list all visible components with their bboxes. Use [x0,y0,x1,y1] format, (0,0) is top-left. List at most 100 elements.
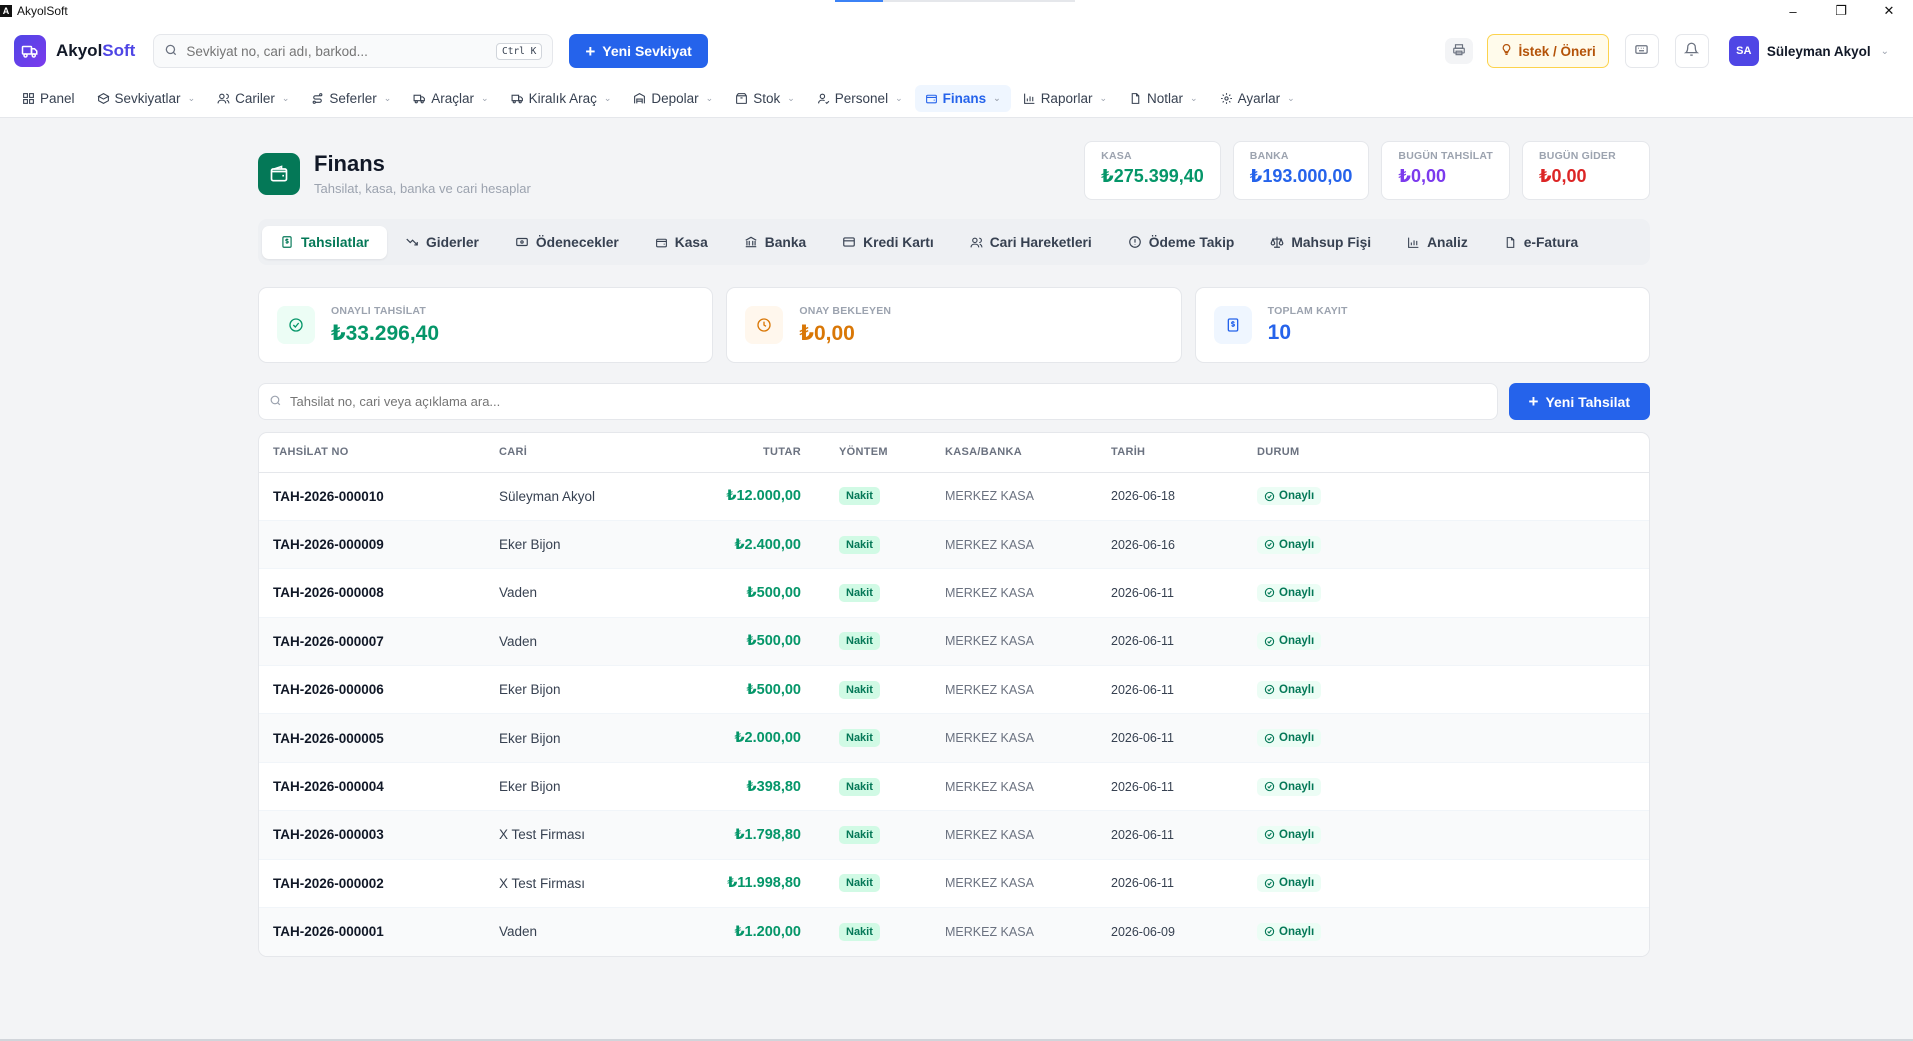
tab-tahsilatlar[interactable]: Tahsilatlar [262,225,387,259]
date: 2026-06-11 [1097,665,1243,715]
nav-item-cariler[interactable]: Cariler ⌄ [207,85,299,112]
tab-kasa[interactable]: Kasa [637,226,726,259]
tab-kredi-karti[interactable]: Kredi Kartı [824,226,952,259]
collection-search[interactable] [258,383,1498,420]
suggestion-button[interactable]: İstek / Öneri [1486,34,1609,68]
collection-no[interactable]: TAH-2026-000003 [259,810,485,860]
printer-button[interactable] [1444,38,1473,64]
collection-no[interactable]: TAH-2026-000007 [259,617,485,667]
tab-odenecekler[interactable]: Ödenecekler [497,226,637,259]
minimize-button[interactable]: – [1789,3,1797,19]
nav-item-ayarlar[interactable]: Ayarlar ⌄ [1210,85,1305,112]
column-header[interactable]: KASA/BANKA [931,433,1097,473]
customer-name: Vaden [485,617,665,667]
nav-item-seferler[interactable]: Seferler ⌄ [301,85,401,112]
maximize-button[interactable]: ❐ [1835,3,1847,18]
method-badge: Nakit [839,487,880,506]
table-row[interactable]: TAH-2026-000006 Eker Bijon ₺500,00 Nakit… [259,665,1649,715]
column-header[interactable]: TAHSİLAT NO [259,433,485,473]
nav-item-kiralik-arac[interactable]: Kiralık Araç ⌄ [501,85,622,112]
nav-item-raporlar[interactable]: Raporlar ⌄ [1013,85,1117,112]
nav-item-notlar[interactable]: Notlar ⌄ [1119,85,1208,112]
date: 2026-06-09 [1097,907,1243,956]
warehouse-icon [633,92,646,105]
table-row[interactable]: TAH-2026-000007 Vaden ₺500,00 Nakit MERK… [259,617,1649,667]
collection-search-input[interactable] [290,394,1487,409]
new-collection-label: Yeni Tahsilat [1545,393,1630,410]
new-shipment-button[interactable]: + Yeni Sevkiyat [569,34,708,68]
nav-item-label: Ayarlar [1237,91,1281,106]
nav-item-depolar[interactable]: Depolar ⌄ [623,85,723,112]
table-row[interactable]: TAH-2026-000010 Süleyman Akyol ₺12.000,0… [259,472,1649,521]
card-value: ₺0,00 [799,321,855,345]
users-icon [970,236,983,249]
close-window-button[interactable]: ✕ [1883,3,1895,18]
tab-e-fatura[interactable]: e-Fatura [1486,226,1596,259]
tab-banka[interactable]: Banka [726,226,824,259]
check-circle-icon [1264,587,1275,598]
check-circle-icon [1264,926,1275,937]
tab-cari-hareketleri[interactable]: Cari Hareketleri [952,226,1110,259]
amount: ₺11.998,80 [665,859,815,909]
new-collection-button[interactable]: + Yeni Tahsilat [1508,383,1650,420]
tab-label: Cari Hareketleri [989,234,1092,250]
collection-no[interactable]: TAH-2026-000010 [259,472,485,521]
stat-bugun-tahsi-lat: BUGÜN TAHSİLAT ₺0,00 [1381,141,1510,200]
collection-no[interactable]: TAH-2026-000009 [259,520,485,570]
global-search[interactable]: Ctrl K [153,34,554,68]
table-row[interactable]: TAH-2026-000003 X Test Firması ₺1.798,80… [259,810,1649,860]
collection-no[interactable]: TAH-2026-000008 [259,568,485,618]
nav-item-sevkiyatlar[interactable]: Sevkiyatlar ⌄ [87,85,206,112]
tab-label: Kasa [674,234,708,250]
table-row[interactable]: TAH-2026-000004 Eker Bijon ₺398,80 Nakit… [259,762,1649,812]
table-row[interactable]: TAH-2026-000002 X Test Firması ₺11.998,8… [259,859,1649,909]
nav-item-personel[interactable]: Personel ⌄ [807,85,913,112]
column-header[interactable]: TARİH [1097,433,1243,473]
keyboard-button[interactable] [1624,34,1659,68]
nav-item-finans[interactable]: Finans ⌄ [914,85,1011,112]
tab-analiz[interactable]: Analiz [1389,226,1486,259]
collection-no[interactable]: TAH-2026-000001 [259,907,485,956]
tab-giderler[interactable]: Giderler [387,226,497,259]
column-header[interactable]: TUTAR [665,433,815,473]
collection-no[interactable]: TAH-2026-000006 [259,665,485,715]
stat-kasa: KASA ₺275.399,40 [1084,141,1221,200]
user-menu[interactable]: SA Süleyman Akyol ⌄ [1728,36,1889,66]
status-label: Onaylı [1279,780,1315,793]
nav-item-araclar[interactable]: Araçlar ⌄ [403,85,498,112]
collection-no[interactable]: TAH-2026-000002 [259,859,485,909]
chevron-down-icon: ⌄ [383,93,392,103]
tab-odeme-takip[interactable]: Ödeme Takip [1110,226,1253,259]
top-header: AkyolSoft Ctrl K + Yeni Sevkiyat İstek /… [0,22,1913,80]
nav-item-stok[interactable]: Stok ⌄ [725,85,805,112]
stat-label: BUGÜN TAHSİLAT [1398,150,1493,162]
check-circle-icon [1264,733,1275,744]
amount: ₺500,00 [665,617,815,667]
window-title: AkyolSoft [17,4,68,18]
collection-no[interactable]: TAH-2026-000004 [259,762,485,812]
status-badge: Onaylı [1257,825,1322,844]
chevron-down-icon: ⌄ [993,93,1001,103]
collection-no[interactable]: TAH-2026-000005 [259,713,485,763]
column-header[interactable]: CARİ [485,433,665,473]
column-header[interactable]: YÖNTEM [815,433,931,473]
customer-name: X Test Firması [485,859,665,909]
table-row[interactable]: TAH-2026-000009 Eker Bijon ₺2.400,00 Nak… [259,520,1649,570]
plus-icon: + [1528,392,1539,411]
tab-mahsup-fisi[interactable]: Mahsup Fişi [1252,226,1389,259]
method-badge: Nakit [839,729,880,748]
global-search-input[interactable] [186,43,497,59]
collections-table: TAHSİLAT NO CARİ TUTAR YÖNTEM KASA/BANKA… [258,432,1650,957]
nav-item-panel[interactable]: Panel [12,85,85,112]
table-row[interactable]: TAH-2026-000008 Vaden ₺500,00 Nakit MERK… [259,568,1649,618]
card-label: TOPLAM KAYIT [1267,305,1348,317]
notifications-button[interactable] [1674,34,1709,68]
table-row[interactable]: TAH-2026-000005 Eker Bijon ₺2.000,00 Nak… [259,713,1649,763]
amount: ₺500,00 [665,665,815,715]
page-header: Finans Tahsilat, kasa, banka ve cari hes… [258,141,1650,201]
customer-name: Eker Bijon [485,713,665,763]
brand[interactable]: AkyolSoft [14,35,135,67]
gear-icon [1220,92,1233,105]
table-row[interactable]: TAH-2026-000001 Vaden ₺1.200,00 Nakit ME… [259,907,1649,956]
column-header[interactable]: DURUM [1243,433,1649,473]
